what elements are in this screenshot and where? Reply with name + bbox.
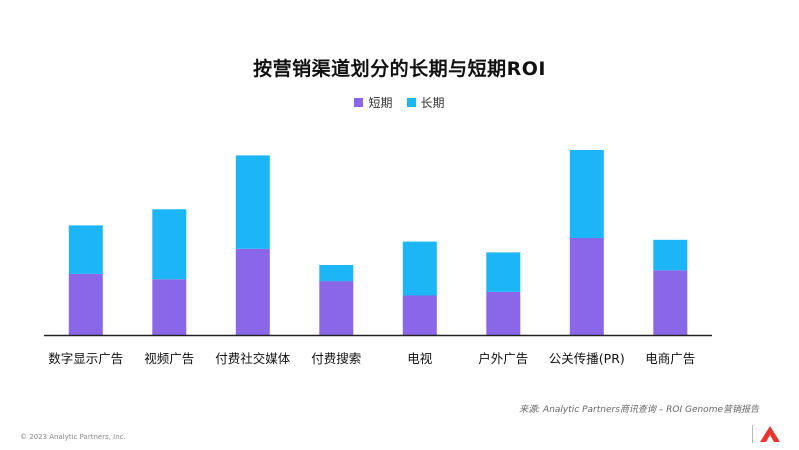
- bar-long-5: [486, 252, 521, 292]
- x-tick-label: 视频广告: [144, 351, 194, 366]
- bar-short-7: [653, 270, 688, 335]
- bar-short-3: [319, 281, 354, 335]
- bar-long-0: [68, 225, 103, 274]
- legend-label-short: 短期: [368, 96, 393, 110]
- bar-short-4: [402, 295, 437, 335]
- bar-short-6: [569, 238, 604, 335]
- bar-long-3: [319, 265, 354, 282]
- x-tick-label: 电视: [407, 351, 433, 366]
- bar-short-1: [152, 279, 187, 335]
- x-tick-label: 数字显示广告: [48, 351, 123, 366]
- x-tick-label: 付费社交媒体: [215, 351, 291, 366]
- bar-long-4: [402, 241, 437, 296]
- legend-item-short: 短期: [354, 94, 393, 111]
- legend-swatch-short: [354, 98, 364, 107]
- x-tick-label: 户外广告: [478, 351, 528, 366]
- bar-long-7: [653, 239, 688, 271]
- source-note: 来源: Analytic Partners商讯查询 – ROI Genome营销…: [519, 405, 759, 415]
- x-tick-label: 付费搜索: [311, 351, 361, 366]
- brand-logo-icon: [760, 426, 780, 442]
- bar-short-5: [486, 291, 521, 335]
- x-tick-label: 公关传播(PR): [549, 351, 625, 366]
- bar-long-1: [152, 209, 187, 280]
- bar-short-2: [235, 248, 270, 335]
- chart-title: 按营销渠道划分的长期与短期ROI: [253, 58, 546, 80]
- x-tick-label: 电商广告: [645, 351, 695, 366]
- bar-short-0: [68, 273, 103, 335]
- legend-label-long: 长期: [420, 96, 445, 110]
- bar-long-2: [235, 155, 270, 249]
- copyright-text: © 2023 Analytic Partners, Inc.: [20, 433, 126, 441]
- logo-divider: [752, 425, 753, 443]
- legend-swatch-long: [406, 98, 416, 107]
- bar-long-6: [569, 150, 604, 238]
- legend: 短期 长期: [0, 94, 799, 111]
- legend-item-long: 长期: [406, 94, 445, 111]
